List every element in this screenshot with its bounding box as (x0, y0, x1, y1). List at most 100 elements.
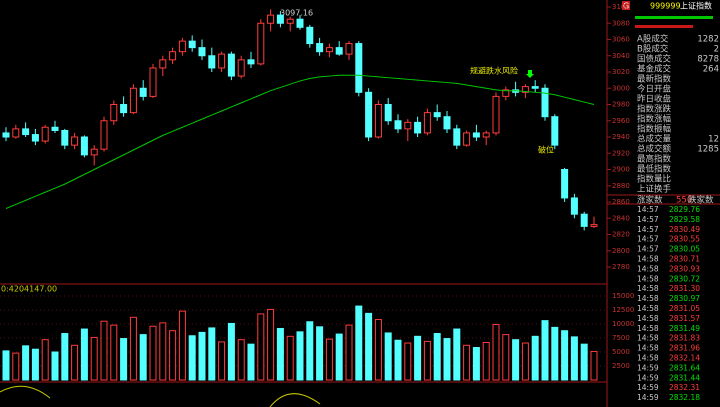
volume-bar (443, 338, 451, 381)
tick-price: 2829.76 (669, 205, 700, 214)
stock-code: 999999 (650, 2, 681, 11)
candle-body (247, 59, 255, 65)
y-tick-label: 2920 (612, 149, 630, 157)
field-value: 264 (703, 65, 719, 75)
volume-bar (188, 335, 196, 381)
tick-price: 2832.14 (669, 354, 700, 363)
field-value: 12 (708, 135, 719, 145)
tick-price: 2831.05 (669, 304, 700, 313)
candle-body (12, 128, 20, 138)
volume-bar (316, 326, 324, 381)
tick-time: 14:59 (637, 373, 659, 382)
volume-bar (306, 321, 314, 381)
tick-price: 2830.49 (669, 225, 700, 234)
bar-indicator (635, 16, 713, 19)
volume-bar (80, 328, 88, 381)
volume-bar (335, 333, 343, 381)
candle-body (80, 136, 88, 156)
y-tick-label: 2880 (612, 182, 630, 190)
tick-price: 2830.55 (669, 235, 700, 244)
field-label: 最高指数 (637, 154, 672, 165)
field-label: 指数涨幅 (637, 114, 672, 125)
tick-price: 2831.44 (669, 373, 700, 382)
volume-bar (502, 334, 510, 381)
volume-bar (365, 312, 373, 381)
volume-bar (129, 316, 137, 381)
y-tick-label: 2940 (612, 133, 630, 141)
tick-time: 14:58 (637, 274, 659, 283)
field-label: B股成交 (637, 44, 669, 55)
field-label: 总成交额 (637, 144, 672, 155)
tick-time: 14:58 (637, 255, 659, 264)
tick-time: 14:58 (637, 344, 659, 353)
y-tick-label: 2900 (612, 166, 630, 174)
field-label: 指数振幅 (637, 124, 672, 135)
candle-body (139, 87, 147, 97)
candle-body (120, 104, 128, 114)
candle-body (90, 148, 98, 156)
volume-bar (590, 350, 598, 381)
indicator-curve (0, 385, 321, 407)
tick-price: 2831.64 (669, 363, 700, 372)
field-label: 总成交量 (637, 134, 672, 145)
candle-body (110, 104, 118, 122)
field-value: 8278 (697, 55, 719, 65)
volume-tick-label: 10000 (612, 320, 634, 328)
tick-time: 14:58 (637, 324, 659, 333)
high-label: 3097.16 (280, 9, 313, 18)
y-tick-label: 3060 (612, 36, 630, 44)
tick-time: 14:59 (637, 363, 659, 372)
volume-tick-label: 12500 (612, 306, 634, 314)
volume-bar (31, 348, 39, 381)
tick-price: 2832.18 (669, 393, 700, 402)
candle-body (394, 120, 402, 130)
candle-body (257, 22, 265, 65)
candle-body (198, 47, 206, 57)
volume-bar (227, 322, 235, 381)
field-label: 国债成交 (637, 54, 672, 65)
tick-price: 2831.96 (669, 344, 700, 353)
volume-bar (384, 332, 392, 381)
y-tick-label: 2780 (612, 263, 630, 271)
candle-body (71, 136, 79, 146)
warning-annotation: 规避跌水风险 (470, 66, 518, 76)
candle-body (531, 86, 539, 89)
tick-price: 2830.05 (669, 245, 700, 254)
field-label: 指数量比 (637, 174, 671, 185)
volume-tick-label: 5000 (612, 348, 630, 356)
field-label: A股成交 (637, 34, 669, 45)
volume-bar (110, 324, 118, 381)
breadth-up-count: 550 (676, 196, 692, 206)
field-label: 上证换手 (637, 184, 672, 195)
tick-price: 2832.31 (669, 383, 700, 392)
volume-tick-label: 7500 (612, 334, 630, 342)
volume-bar (178, 310, 186, 381)
candle-body (276, 14, 284, 24)
volume-bar (120, 338, 128, 381)
tick-time: 14:58 (637, 334, 659, 343)
volume-bar (198, 331, 206, 381)
candle-body (492, 95, 500, 134)
tick-time: 14:59 (637, 383, 659, 392)
tick-time: 14:57 (637, 205, 659, 214)
volume-bar (433, 333, 441, 381)
y-tick-label: 3000 (612, 84, 630, 92)
y-tick-label: 2820 (612, 231, 630, 239)
volume-bar (580, 343, 588, 381)
volume-bar (345, 324, 353, 381)
tick-price: 2830.71 (669, 255, 700, 264)
candle-body (267, 14, 275, 24)
volume-bar (296, 331, 304, 381)
candle-body (590, 224, 598, 227)
candle-body (169, 51, 177, 61)
volume-bar (267, 308, 275, 381)
volume-tick-label: 2500 (612, 362, 630, 370)
y-tick-label: 3040 (612, 52, 630, 60)
field-label: 最低指数 (637, 164, 672, 175)
volume-bar (453, 328, 461, 381)
down-arrow (526, 70, 534, 78)
y-tick-label: 2860 (612, 198, 630, 206)
candle-body (570, 197, 578, 215)
candle-body (100, 120, 108, 150)
tick-time: 14:58 (637, 284, 659, 293)
